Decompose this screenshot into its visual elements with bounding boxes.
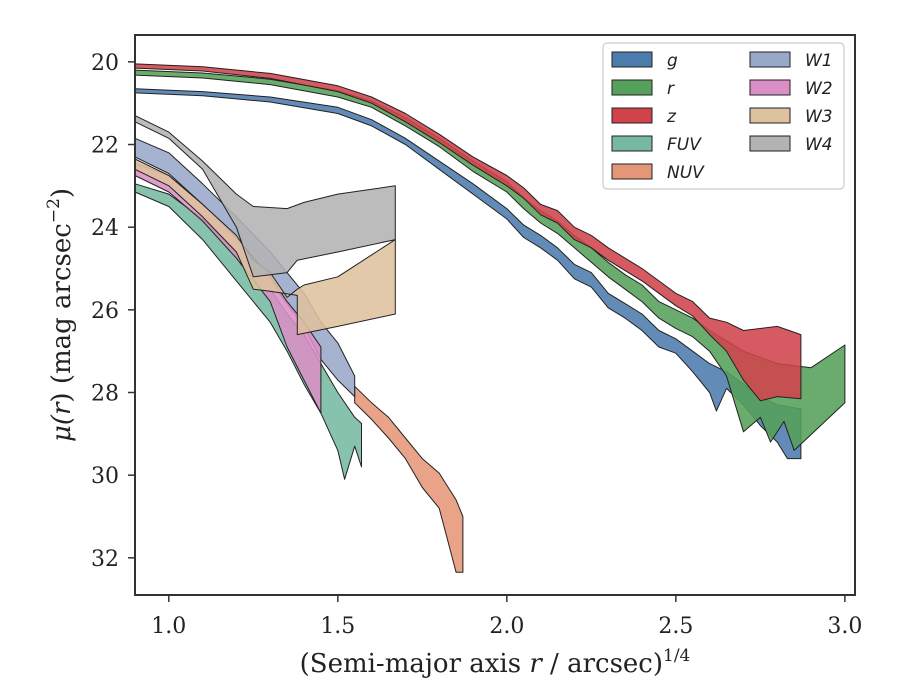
legend-swatch-z: [611, 107, 653, 124]
y-tick-label: 24: [91, 216, 119, 241]
legend-label-W4: W4: [805, 135, 833, 155]
y-tick-label: 26: [91, 299, 119, 324]
legend-label-NUV: NUV: [667, 163, 705, 183]
x-tick-label: 2.5: [658, 614, 693, 639]
y-tick-label: 20: [91, 51, 119, 76]
plot-frame: [134, 34, 856, 596]
legend-swatch-W3: [749, 107, 791, 124]
y-tick-label: 28: [91, 381, 119, 406]
legend-swatch-W1: [749, 51, 791, 68]
legend-label-FUV: FUV: [667, 135, 702, 155]
legend-label-r: r: [667, 79, 675, 99]
x-axis-label: (Semi-major axis r / arcsec)1/4: [300, 646, 691, 679]
legend-label-W3: W3: [805, 107, 833, 127]
legend-label-g: g: [667, 51, 678, 71]
legend: grz FUV NUV W1 W2 W3 W4: [602, 42, 845, 190]
legend-label-W2: W2: [805, 79, 833, 99]
legend-items: grz FUV NUV W1 W2 W3 W4: [611, 51, 833, 183]
x-tick-label: 1.0: [151, 614, 186, 639]
y-axis-label: μ(r) (mag arcsec−2): [44, 188, 77, 442]
legend-swatch-FUV: [611, 135, 653, 152]
band-NUV: [354, 385, 464, 573]
legend-label-W1: W1: [805, 51, 833, 71]
y-tick-label: 30: [91, 464, 119, 489]
x-tick-label: 2.0: [489, 614, 524, 639]
y-tick-label: 22: [91, 134, 119, 159]
x-tick-label: 3.0: [827, 614, 862, 639]
legend-label-z: z: [666, 107, 677, 127]
legend-swatch-W4: [749, 135, 791, 152]
band-W4: [134, 115, 396, 278]
y-axis-ticks: 20 22 24 26 28 30 32: [91, 51, 135, 572]
band-g: [134, 88, 802, 460]
legend-swatch-g: [611, 51, 653, 68]
x-axis-ticks: 1.0 1.5 2.0 2.5 3.0: [151, 595, 862, 639]
profile-bands: [134, 63, 846, 573]
band-z: [134, 63, 802, 402]
y-tick-label: 32: [91, 547, 119, 572]
legend-swatch-NUV: [611, 163, 653, 180]
x-tick-label: 1.5: [320, 614, 355, 639]
legend-swatch-r: [611, 79, 653, 96]
legend-swatch-W2: [749, 79, 791, 96]
